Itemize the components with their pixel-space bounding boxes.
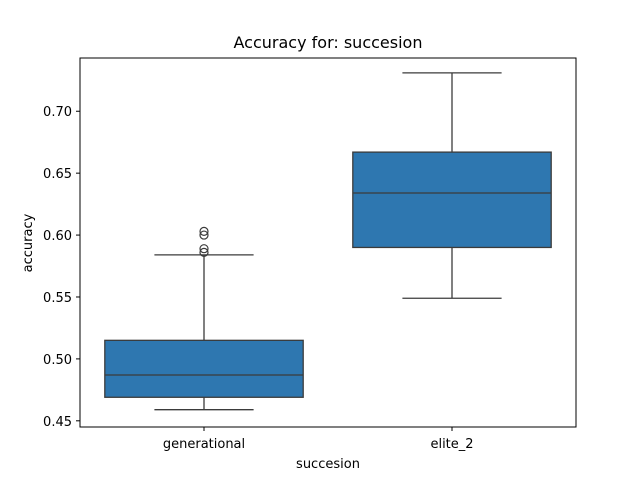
x-axis: generational elite_2: [163, 427, 474, 452]
box-generational: [104, 226, 304, 411]
plot-area-frame: [79, 57, 577, 428]
iqr-box: [352, 151, 552, 249]
y-tick-label: 0.60: [43, 229, 72, 244]
box-plot-series: [104, 72, 552, 411]
outlier-point: [199, 230, 209, 240]
iqr-box: [104, 339, 304, 398]
y-axis-label: accuracy: [21, 213, 36, 272]
y-tick-label: 0.45: [43, 415, 72, 430]
y-axis: 0.45 0.50 0.55 0.60 0.65 0.70: [43, 105, 80, 430]
x-tick-label: generational: [163, 437, 245, 452]
chart-title: Accuracy for: succesion: [234, 33, 423, 52]
y-tick-label: 0.50: [43, 353, 72, 368]
outlier-point: [199, 244, 209, 254]
box-elite_2: [352, 72, 552, 299]
y-tick-label: 0.55: [43, 291, 72, 306]
x-tick-label: elite_2: [430, 437, 473, 452]
y-tick-label: 0.65: [43, 167, 72, 182]
outlier-point: [199, 226, 209, 236]
x-axis-label: succesion: [296, 457, 360, 472]
y-tick-label: 0.70: [43, 105, 72, 120]
outlier-point: [199, 247, 209, 258]
